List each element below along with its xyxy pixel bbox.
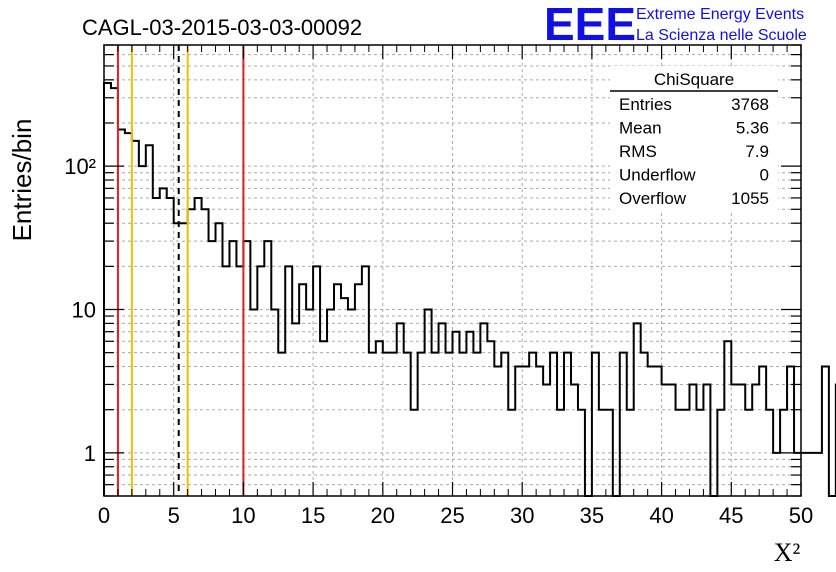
x-tick-label: 5 — [168, 503, 180, 528]
stats-row-value: 5.36 — [736, 119, 769, 138]
y-tick-label: 1 — [84, 441, 96, 466]
x-tick-label: 50 — [789, 503, 813, 528]
x-tick-label: 25 — [440, 503, 464, 528]
x-tick-label: 40 — [649, 503, 673, 528]
stats-row-value: 0 — [760, 166, 769, 185]
axis-ticks — [103, 44, 802, 497]
x-tick-label: 30 — [510, 503, 534, 528]
eee-logo: EEE Extreme Energy Events La Scienza nel… — [544, 0, 807, 50]
histogram-bars — [103, 82, 836, 497]
x-tick-label: 20 — [371, 503, 395, 528]
stats-row-value: 3768 — [731, 95, 769, 114]
x-tick-label: 15 — [301, 503, 325, 528]
histogram-outline — [103, 82, 836, 497]
x-tick-label: 45 — [719, 503, 743, 528]
stats-box-title: ChiSquare — [654, 70, 734, 89]
y-tick-label: 10² — [64, 154, 96, 179]
stats-row-label: Underflow — [619, 166, 696, 185]
x-tick-label: 10 — [231, 503, 255, 528]
x-axis-label: X² — [774, 538, 801, 567]
y-tick-label: 10 — [72, 297, 96, 322]
stats-row-label: Overflow — [619, 189, 687, 208]
x-tick-label: 0 — [98, 503, 110, 528]
y-axis-label: Entries/bin — [7, 119, 37, 242]
stats-row-label: RMS — [619, 142, 657, 161]
stats-row-label: Mean — [619, 119, 662, 138]
stats-box: ChiSquare Entries 3768 Mean 5.36 RMS 7.9 Under… — [610, 66, 778, 212]
eee-logo-mark: EEE — [544, 0, 636, 50]
chart-title: CAGL-03-2015-03-03-00092 — [82, 15, 362, 40]
threshold-markers — [116, 45, 245, 496]
stats-row-value: 7.9 — [745, 142, 769, 161]
x-tick-labels: 0 5 10 15 20 25 30 35 40 45 50 — [98, 503, 813, 528]
stats-row-label: Entries — [619, 95, 672, 114]
y-tick-labels: 1 10 10² — [64, 154, 96, 466]
x-tick-label: 35 — [580, 503, 604, 528]
eee-logo-line1: Extreme Energy Events — [636, 6, 804, 23]
stats-row-value: 1055 — [731, 189, 769, 208]
eee-logo-line2: La Scienza nelle Scuole — [636, 27, 807, 44]
stats-rows: Entries 3768 Mean 5.36 RMS 7.9 Underflow 0 Overf… — [619, 95, 769, 208]
